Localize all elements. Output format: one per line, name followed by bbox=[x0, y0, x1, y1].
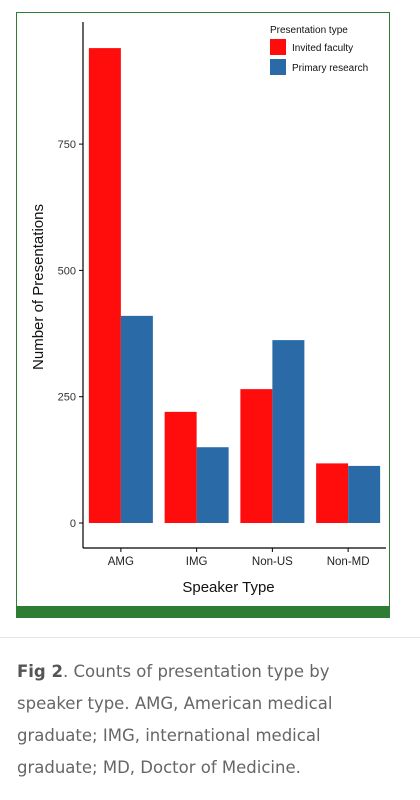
bar-amg-invited bbox=[88, 48, 121, 523]
legend-swatch-invited bbox=[270, 39, 286, 55]
caption-text: . Counts of presentation type by speaker… bbox=[17, 662, 333, 777]
x-tick-label: IMG bbox=[186, 556, 208, 568]
legend-swatch-primary bbox=[270, 59, 286, 75]
y-tick-label: 0 bbox=[70, 518, 76, 530]
bar-img-invited bbox=[164, 411, 197, 523]
legend-label-primary: Primary research bbox=[292, 63, 368, 74]
x-axis-title: Speaker Type bbox=[182, 579, 274, 596]
figure-bottom-bar bbox=[16, 606, 390, 618]
x-tick-label: Non-MD bbox=[327, 556, 370, 568]
y-tick-label: 250 bbox=[58, 392, 76, 404]
bar-non-md-primary bbox=[348, 465, 381, 523]
y-tick-label: 500 bbox=[58, 265, 76, 277]
y-tick-label: 750 bbox=[58, 139, 76, 151]
figure-caption: Fig 2. Counts of presentation type by sp… bbox=[17, 656, 397, 784]
bar-non-us-primary bbox=[272, 340, 305, 523]
divider bbox=[0, 637, 420, 638]
bar-chart: 0 250 500 750 AMG IMG Non-US Non-MD Speaker Type… bbox=[30, 22, 386, 596]
bar-non-md-invited bbox=[316, 463, 349, 523]
bar-img-primary bbox=[196, 447, 229, 523]
bar-non-us-invited bbox=[240, 389, 273, 523]
x-tick-label: AMG bbox=[108, 556, 134, 568]
legend-label-invited: Invited faculty bbox=[292, 43, 353, 54]
x-tick-label: Non-US bbox=[252, 556, 293, 568]
y-axis-title: Number of Presentations bbox=[30, 204, 47, 370]
legend-title: Presentation type bbox=[270, 25, 348, 36]
bar-amg-primary bbox=[120, 315, 153, 523]
caption-label: Fig 2 bbox=[17, 662, 63, 681]
